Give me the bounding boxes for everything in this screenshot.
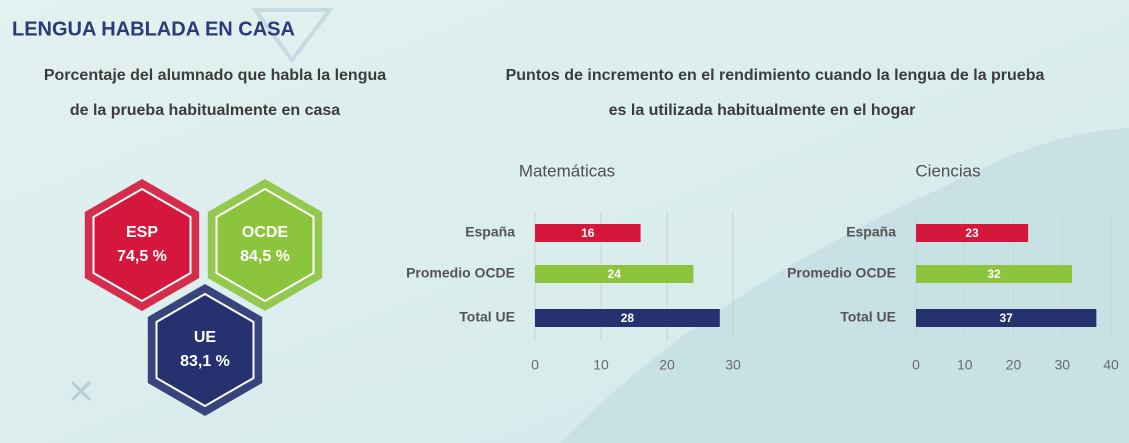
hexagon-value: 74,5 % — [117, 248, 167, 265]
category-label: España — [465, 224, 515, 240]
hexagon-code: ESP — [126, 224, 158, 241]
chart-title: Ciencias — [915, 161, 980, 180]
value-label: 28 — [621, 311, 635, 325]
right-subtitle: es la utilizada habitualmente en el hoga… — [609, 102, 916, 119]
x-tick-label: 30 — [725, 357, 741, 373]
hexagon-value: 84,5 % — [240, 248, 290, 265]
hexagon-code: UE — [194, 329, 217, 346]
value-label: 16 — [581, 226, 595, 240]
x-tick-label: 10 — [957, 357, 973, 373]
value-label: 24 — [608, 267, 622, 281]
x-tick-label: 0 — [531, 357, 539, 373]
x-tick-label: 0 — [912, 357, 920, 373]
category-label: España — [846, 224, 896, 240]
value-label: 37 — [1000, 311, 1014, 325]
left-subtitle: Porcentaje del alumnado que habla la len… — [44, 67, 386, 84]
chart-title: Matemáticas — [519, 161, 615, 180]
value-label: 23 — [965, 226, 979, 240]
x-tick-label: 20 — [1006, 357, 1022, 373]
x-tick-label: 20 — [659, 357, 675, 373]
category-label: Promedio OCDE — [406, 265, 515, 281]
hexagon-code: OCDE — [242, 224, 289, 241]
category-label: Total UE — [459, 309, 515, 325]
x-tick-label: 30 — [1054, 357, 1070, 373]
category-label: Total UE — [840, 309, 896, 325]
infographic: LENGUA HABLADA EN CASA Porcentaje del al… — [0, 0, 1129, 443]
x-tick-label: 40 — [1103, 357, 1119, 373]
right-subtitle: Puntos de incremento en el rendimiento c… — [506, 67, 1045, 84]
x-tick-label: 10 — [593, 357, 609, 373]
hexagon-value: 83,1 % — [180, 353, 230, 370]
category-label: Promedio OCDE — [787, 265, 896, 281]
page-title: LENGUA HABLADA EN CASA — [12, 18, 295, 40]
left-subtitle: de la prueba habitualmente en casa — [70, 102, 340, 119]
value-label: 32 — [987, 267, 1001, 281]
